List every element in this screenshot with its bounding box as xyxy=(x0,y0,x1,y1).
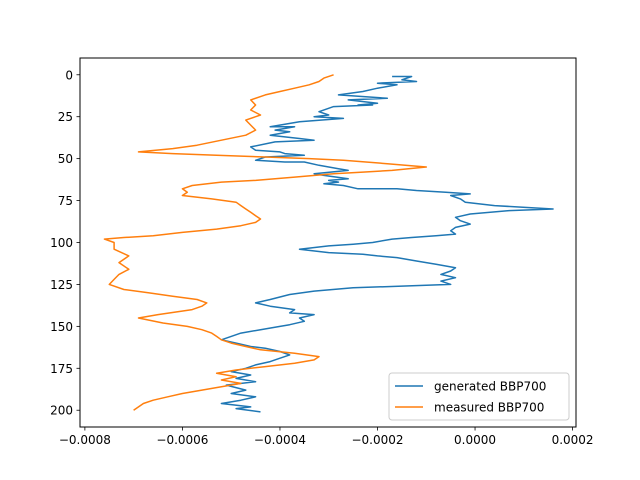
y-tick-label: 100 xyxy=(50,236,73,250)
series-line-0 xyxy=(220,75,554,413)
y-tick-label: 25 xyxy=(58,110,73,124)
legend: generated BBP700 measured BBP700 xyxy=(388,372,570,421)
y-tick-label: 150 xyxy=(50,320,73,334)
x-tick-label: −0.0002 xyxy=(351,433,403,447)
y-tick-label: 50 xyxy=(58,152,73,166)
x-tick-label: −0.0004 xyxy=(254,433,306,447)
y-tick-label: 175 xyxy=(50,362,73,376)
series-line-1 xyxy=(103,74,428,411)
legend-label-0: generated BBP700 xyxy=(434,380,546,394)
y-tick-label: 125 xyxy=(50,278,73,292)
x-tick-label: 0.0000 xyxy=(454,433,496,447)
y-axis: 0 25 50 75 100 125 150 175 200 xyxy=(50,68,80,418)
legend-label-1: measured BBP700 xyxy=(434,401,544,415)
y-tick-label: 200 xyxy=(50,404,73,418)
y-tick-label: 75 xyxy=(58,194,73,208)
axes-frame xyxy=(79,57,577,428)
x-tick-label: 0.0002 xyxy=(552,433,594,447)
y-tick-label: 0 xyxy=(65,68,73,82)
x-tick-label: −0.0008 xyxy=(59,433,111,447)
legend-box xyxy=(388,372,570,421)
x-axis: −0.0008 −0.0006 −0.0004 −0.0002 0.0000 0.0002 xyxy=(59,427,594,447)
x-tick-label: −0.0006 xyxy=(156,433,208,447)
